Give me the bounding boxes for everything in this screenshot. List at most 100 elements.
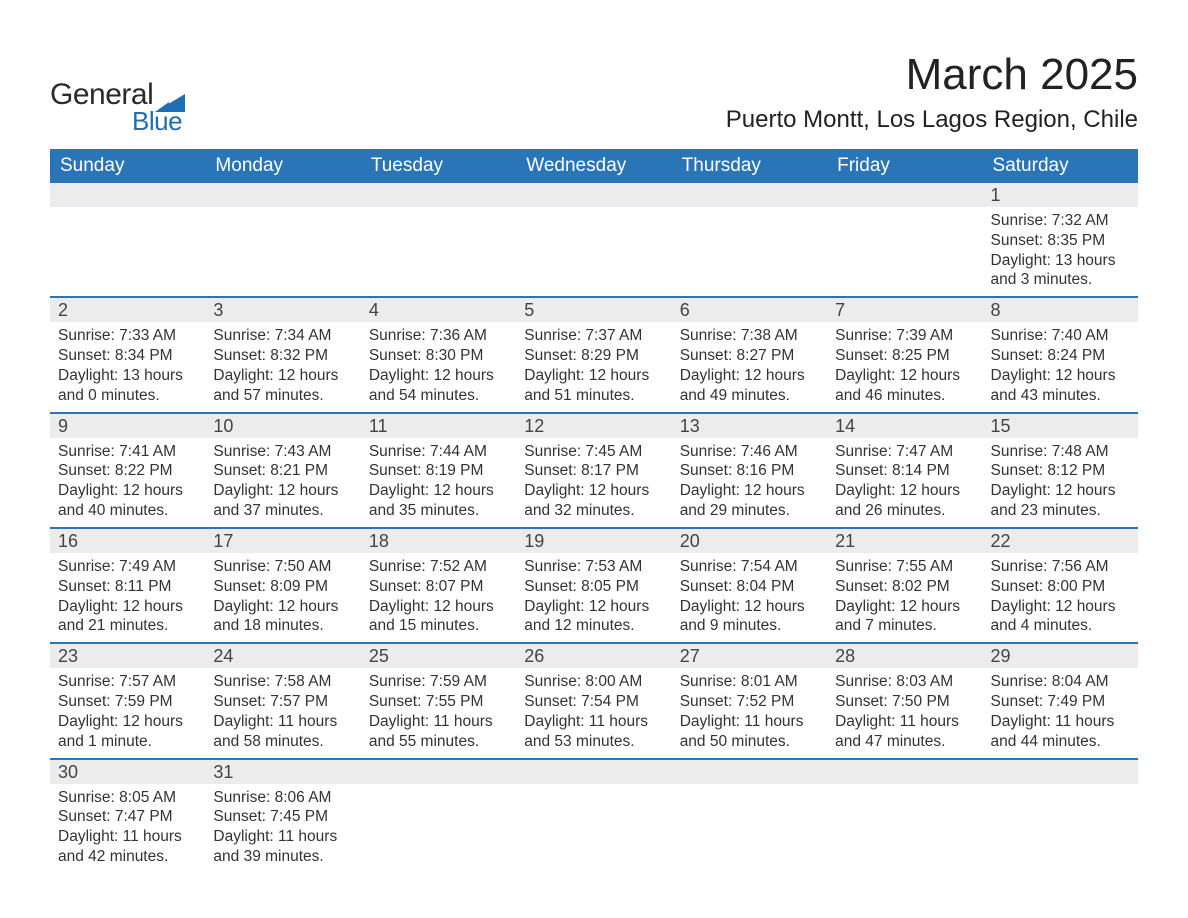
day-details <box>361 784 516 862</box>
calendar-empty-cell <box>361 759 516 873</box>
daylight-text: Daylight: 12 hours <box>991 366 1130 386</box>
day-details <box>983 784 1138 862</box>
calendar-day-cell: 23Sunrise: 7:57 AMSunset: 7:59 PMDayligh… <box>50 643 205 758</box>
daylight-text: and 23 minutes. <box>991 501 1130 521</box>
sunrise-text: Sunrise: 7:36 AM <box>369 326 508 346</box>
calendar-week-row: 2Sunrise: 7:33 AMSunset: 8:34 PMDaylight… <box>50 297 1138 412</box>
sunrise-text: Sunrise: 8:06 AM <box>213 788 352 808</box>
calendar-empty-cell <box>205 183 360 297</box>
day-number: 13 <box>672 414 827 438</box>
calendar-day-cell: 3Sunrise: 7:34 AMSunset: 8:32 PMDaylight… <box>205 297 360 412</box>
sunset-text: Sunset: 8:19 PM <box>369 461 508 481</box>
daylight-text: Daylight: 11 hours <box>991 712 1130 732</box>
day-number <box>827 760 982 784</box>
day-number: 1 <box>983 183 1138 207</box>
day-details <box>361 207 516 285</box>
daylight-text: Daylight: 12 hours <box>58 481 197 501</box>
sunset-text: Sunset: 7:50 PM <box>835 692 974 712</box>
calendar-empty-cell <box>827 759 982 873</box>
daylight-text: Daylight: 12 hours <box>835 366 974 386</box>
daylight-text: and 7 minutes. <box>835 616 974 636</box>
daylight-text: Daylight: 11 hours <box>369 712 508 732</box>
day-details: Sunrise: 7:37 AMSunset: 8:29 PMDaylight:… <box>516 322 671 411</box>
calendar-empty-cell <box>361 183 516 297</box>
day-details: Sunrise: 8:05 AMSunset: 7:47 PMDaylight:… <box>50 784 205 873</box>
daylight-text: and 29 minutes. <box>680 501 819 521</box>
sunset-text: Sunset: 8:07 PM <box>369 577 508 597</box>
sunrise-text: Sunrise: 7:40 AM <box>991 326 1130 346</box>
day-number: 30 <box>50 760 205 784</box>
sunset-text: Sunset: 7:59 PM <box>58 692 197 712</box>
sunset-text: Sunset: 8:02 PM <box>835 577 974 597</box>
day-details <box>205 207 360 285</box>
daylight-text: Daylight: 12 hours <box>58 712 197 732</box>
calendar-week-row: 16Sunrise: 7:49 AMSunset: 8:11 PMDayligh… <box>50 528 1138 643</box>
month-title: March 2025 <box>726 50 1138 100</box>
daylight-text: Daylight: 12 hours <box>524 481 663 501</box>
calendar-day-cell: 30Sunrise: 8:05 AMSunset: 7:47 PMDayligh… <box>50 759 205 873</box>
calendar-day-cell: 9Sunrise: 7:41 AMSunset: 8:22 PMDaylight… <box>50 413 205 528</box>
sunrise-text: Sunrise: 7:48 AM <box>991 442 1130 462</box>
day-details: Sunrise: 7:33 AMSunset: 8:34 PMDaylight:… <box>50 322 205 411</box>
day-number <box>50 183 205 207</box>
calendar-week-row: 9Sunrise: 7:41 AMSunset: 8:22 PMDaylight… <box>50 413 1138 528</box>
daylight-text: Daylight: 11 hours <box>680 712 819 732</box>
calendar-empty-cell <box>827 183 982 297</box>
daylight-text: and 39 minutes. <box>213 847 352 867</box>
day-number: 25 <box>361 644 516 668</box>
calendar-day-cell: 29Sunrise: 8:04 AMSunset: 7:49 PMDayligh… <box>983 643 1138 758</box>
daylight-text: and 9 minutes. <box>680 616 819 636</box>
calendar-day-cell: 21Sunrise: 7:55 AMSunset: 8:02 PMDayligh… <box>827 528 982 643</box>
day-details: Sunrise: 7:39 AMSunset: 8:25 PMDaylight:… <box>827 322 982 411</box>
daylight-text: Daylight: 12 hours <box>524 597 663 617</box>
daylight-text: Daylight: 12 hours <box>213 481 352 501</box>
day-details: Sunrise: 7:47 AMSunset: 8:14 PMDaylight:… <box>827 438 982 527</box>
daylight-text: and 35 minutes. <box>369 501 508 521</box>
weekday-header-row: SundayMondayTuesdayWednesdayThursdayFrid… <box>50 149 1138 183</box>
daylight-text: Daylight: 12 hours <box>835 481 974 501</box>
sunrise-text: Sunrise: 7:45 AM <box>524 442 663 462</box>
calendar-day-cell: 15Sunrise: 7:48 AMSunset: 8:12 PMDayligh… <box>983 413 1138 528</box>
weekday-header: Friday <box>827 149 982 183</box>
daylight-text: Daylight: 11 hours <box>213 827 352 847</box>
sunset-text: Sunset: 8:12 PM <box>991 461 1130 481</box>
logo: General Blue <box>50 50 185 137</box>
day-number <box>672 760 827 784</box>
sunset-text: Sunset: 7:49 PM <box>991 692 1130 712</box>
sunset-text: Sunset: 8:05 PM <box>524 577 663 597</box>
daylight-text: and 57 minutes. <box>213 386 352 406</box>
day-details: Sunrise: 7:44 AMSunset: 8:19 PMDaylight:… <box>361 438 516 527</box>
sunset-text: Sunset: 8:22 PM <box>58 461 197 481</box>
daylight-text: Daylight: 12 hours <box>213 597 352 617</box>
calendar-day-cell: 22Sunrise: 7:56 AMSunset: 8:00 PMDayligh… <box>983 528 1138 643</box>
sunrise-text: Sunrise: 7:47 AM <box>835 442 974 462</box>
weekday-header: Sunday <box>50 149 205 183</box>
calendar-day-cell: 2Sunrise: 7:33 AMSunset: 8:34 PMDaylight… <box>50 297 205 412</box>
daylight-text: and 53 minutes. <box>524 732 663 752</box>
day-number <box>983 760 1138 784</box>
daylight-text: Daylight: 11 hours <box>835 712 974 732</box>
daylight-text: Daylight: 12 hours <box>680 597 819 617</box>
sunrise-text: Sunrise: 7:59 AM <box>369 672 508 692</box>
day-details: Sunrise: 7:55 AMSunset: 8:02 PMDaylight:… <box>827 553 982 642</box>
daylight-text: Daylight: 11 hours <box>58 827 197 847</box>
daylight-text: Daylight: 12 hours <box>991 597 1130 617</box>
day-details: Sunrise: 7:45 AMSunset: 8:17 PMDaylight:… <box>516 438 671 527</box>
sunset-text: Sunset: 8:04 PM <box>680 577 819 597</box>
calendar-day-cell: 6Sunrise: 7:38 AMSunset: 8:27 PMDaylight… <box>672 297 827 412</box>
weekday-header: Thursday <box>672 149 827 183</box>
daylight-text: and 12 minutes. <box>524 616 663 636</box>
sunrise-text: Sunrise: 8:00 AM <box>524 672 663 692</box>
calendar-day-cell: 4Sunrise: 7:36 AMSunset: 8:30 PMDaylight… <box>361 297 516 412</box>
day-number: 20 <box>672 529 827 553</box>
sunset-text: Sunset: 7:57 PM <box>213 692 352 712</box>
day-number: 17 <box>205 529 360 553</box>
daylight-text: and 58 minutes. <box>213 732 352 752</box>
calendar-day-cell: 8Sunrise: 7:40 AMSunset: 8:24 PMDaylight… <box>983 297 1138 412</box>
calendar-day-cell: 20Sunrise: 7:54 AMSunset: 8:04 PMDayligh… <box>672 528 827 643</box>
daylight-text: and 47 minutes. <box>835 732 974 752</box>
sunset-text: Sunset: 7:47 PM <box>58 807 197 827</box>
day-details: Sunrise: 7:49 AMSunset: 8:11 PMDaylight:… <box>50 553 205 642</box>
day-number: 12 <box>516 414 671 438</box>
location-subtitle: Puerto Montt, Los Lagos Region, Chile <box>726 106 1138 134</box>
